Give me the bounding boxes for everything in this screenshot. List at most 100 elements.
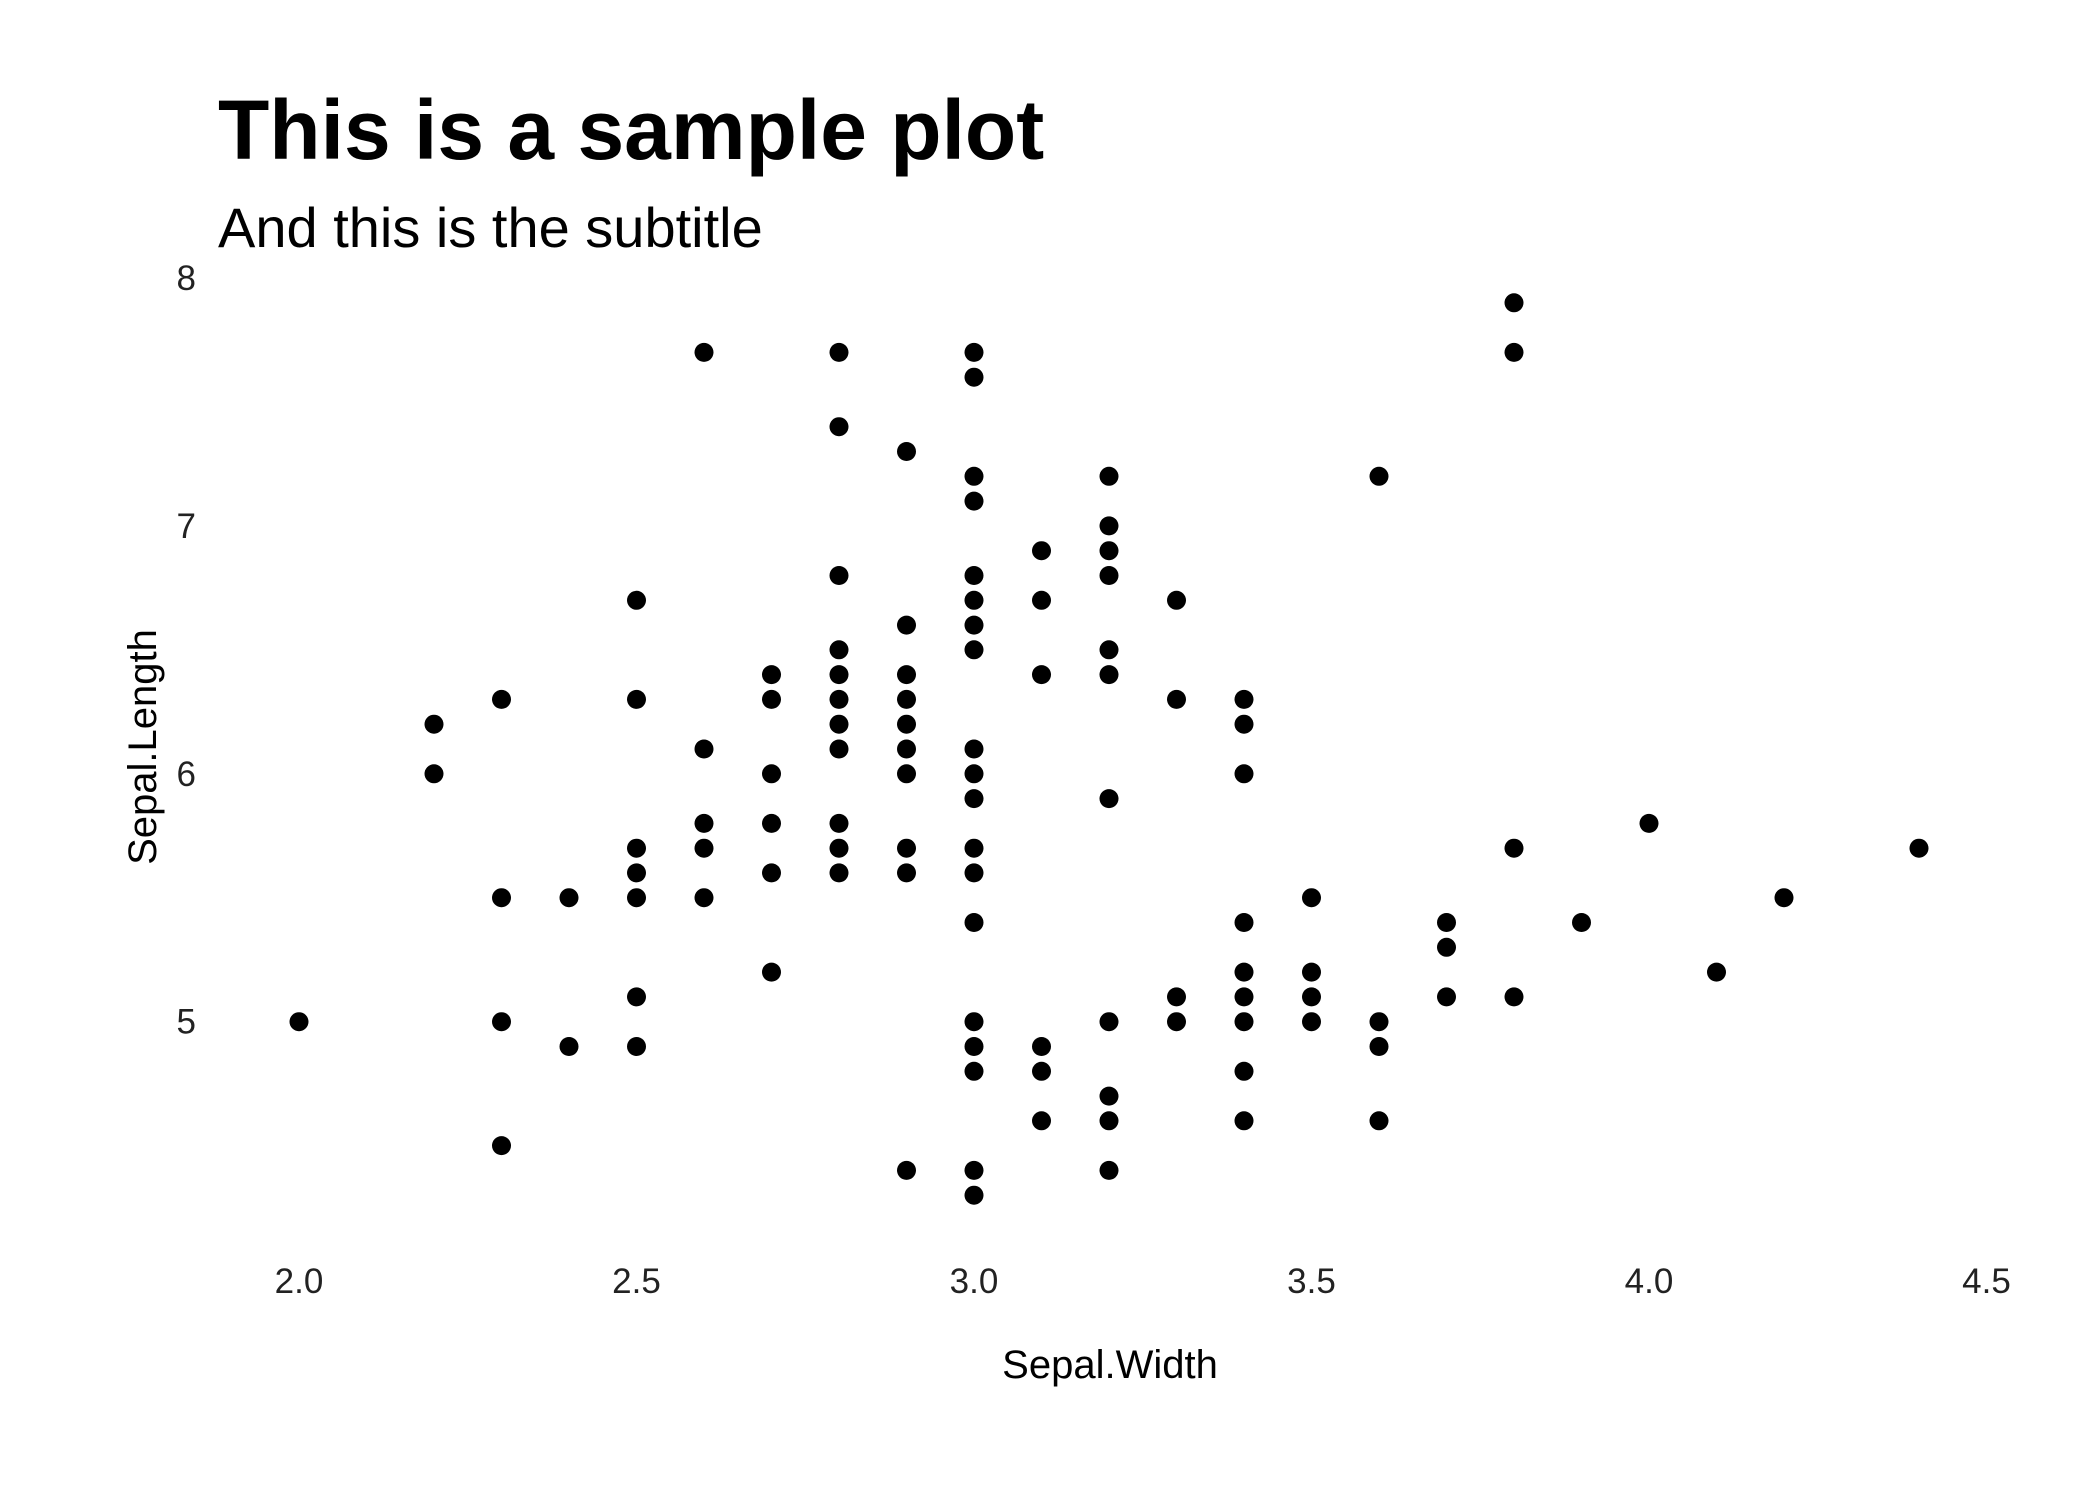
y-tick-label: 6 — [177, 755, 196, 794]
data-point — [897, 615, 916, 635]
y-tick-label: 8 — [177, 259, 196, 298]
data-point — [1369, 1111, 1389, 1131]
data-point — [1032, 1111, 1051, 1131]
x-tick-label: 3.0 — [950, 1262, 999, 1301]
data-point — [627, 590, 646, 610]
data-point — [1504, 838, 1524, 858]
data-point — [1099, 640, 1119, 660]
data-point — [1032, 1037, 1051, 1056]
data-point — [1707, 962, 1726, 982]
data-point — [897, 689, 916, 709]
data-point — [1099, 541, 1119, 561]
data-point — [964, 1160, 984, 1180]
data-point — [694, 813, 714, 833]
data-point — [897, 739, 916, 759]
data-point — [829, 417, 849, 437]
data-point — [1234, 913, 1254, 932]
data-point — [964, 764, 984, 784]
data-point — [694, 838, 714, 858]
y-axis-ticks: 5 6 7 8 — [177, 259, 196, 1042]
data-point — [964, 1012, 984, 1032]
data-point — [1302, 888, 1321, 908]
data-point — [762, 665, 781, 685]
data-point — [1032, 590, 1051, 610]
data-point — [627, 987, 646, 1007]
data-point — [694, 342, 714, 362]
data-point — [492, 888, 511, 908]
data-point — [762, 863, 781, 883]
data-point — [1437, 913, 1456, 932]
data-point — [964, 640, 984, 660]
data-point — [559, 888, 579, 908]
x-tick-label: 4.0 — [1625, 1262, 1674, 1301]
x-tick-label: 2.0 — [275, 1262, 324, 1301]
data-point — [1369, 1037, 1389, 1056]
data-point — [964, 566, 984, 585]
data-point — [1774, 888, 1794, 908]
data-point — [897, 764, 916, 784]
data-point — [627, 689, 646, 709]
data-point — [964, 1185, 984, 1205]
x-tick-label: 4.5 — [1962, 1262, 2011, 1301]
data-point — [694, 888, 714, 908]
data-point — [964, 342, 984, 362]
data-point — [964, 913, 984, 932]
data-point — [1234, 1061, 1254, 1081]
data-point — [492, 689, 511, 709]
data-point — [1302, 962, 1321, 982]
data-point — [1032, 541, 1051, 561]
data-point — [897, 442, 916, 461]
data-point — [964, 466, 984, 486]
x-tick-label: 3.5 — [1287, 1262, 1336, 1301]
data-point — [1909, 838, 1929, 858]
data-point — [1167, 590, 1186, 610]
data-point — [424, 764, 444, 784]
data-point — [964, 863, 984, 883]
data-point — [964, 789, 984, 809]
data-point — [1234, 962, 1254, 982]
data-point — [897, 838, 916, 858]
x-axis-title: Sepal.Width — [1002, 1343, 1218, 1387]
data-point — [829, 714, 849, 734]
data-point — [1099, 1111, 1119, 1131]
data-point — [424, 714, 444, 734]
data-point — [627, 1037, 646, 1056]
data-point — [1437, 937, 1456, 957]
data-point — [762, 962, 781, 982]
data-point — [829, 739, 849, 759]
data-point — [492, 1012, 511, 1032]
data-point — [1234, 1111, 1254, 1131]
data-point — [1234, 689, 1254, 709]
data-point — [829, 665, 849, 685]
data-point — [1167, 689, 1186, 709]
data-point — [964, 491, 984, 511]
data-point — [1504, 987, 1524, 1007]
data-point — [1234, 987, 1254, 1007]
data-point — [1099, 665, 1119, 685]
data-point — [1504, 342, 1524, 362]
y-axis-title: Sepal.Length — [121, 629, 165, 865]
data-point — [964, 1037, 984, 1056]
data-point — [1032, 665, 1051, 685]
data-point — [1099, 789, 1119, 809]
data-point — [1639, 813, 1659, 833]
data-point — [1234, 1012, 1254, 1032]
data-point — [559, 1037, 579, 1056]
y-tick-label: 5 — [177, 1003, 196, 1042]
data-point — [1099, 1012, 1119, 1032]
data-point — [1369, 466, 1389, 486]
data-point — [964, 367, 984, 387]
data-point — [897, 863, 916, 883]
data-point — [289, 1012, 309, 1032]
x-tick-label: 2.5 — [612, 1262, 661, 1301]
data-point — [1504, 293, 1524, 313]
data-point — [964, 838, 984, 858]
chart-title: This is a sample plot — [218, 83, 1045, 177]
y-tick-label: 7 — [177, 507, 196, 546]
data-point — [829, 813, 849, 833]
data-point — [627, 838, 646, 858]
data-point — [1302, 1012, 1321, 1032]
data-point — [1437, 987, 1456, 1007]
x-axis-ticks: 2.0 2.5 3.0 3.5 4.0 4.5 — [275, 1262, 2011, 1301]
